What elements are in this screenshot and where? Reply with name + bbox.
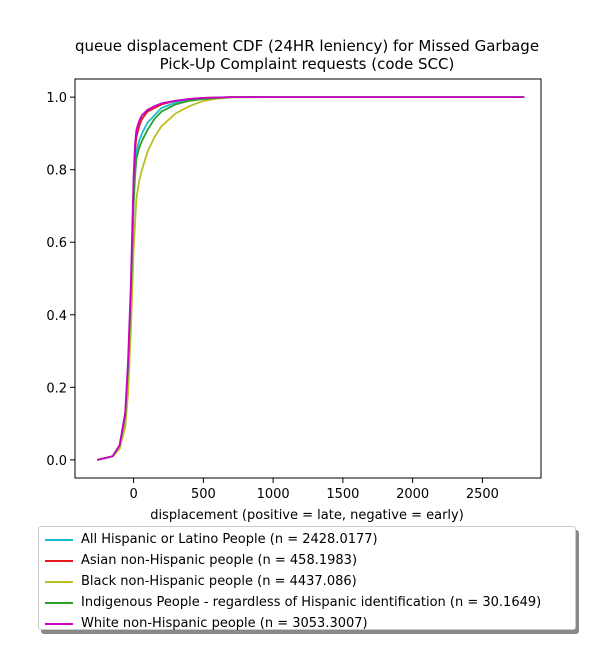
y-tick-label: 0.2 [46,381,67,396]
y-axis: 0.0 0.2 0.4 0.6 0.8 1.0 [46,91,75,469]
x-tick-label: 2500 [466,487,499,502]
legend-swatch [45,580,73,583]
x-tick-label: 1000 [257,487,290,502]
legend-item-3: Black non-Hispanic people (n = 4437.086) [43,571,571,592]
legend: All Hispanic or Latino People (n = 2428.… [38,526,576,631]
x-axis: 0 500 1000 1500 2000 2500 [129,478,499,502]
series-layer [97,96,525,461]
series-line-4 [97,96,525,461]
x-axis-label: displacement (positive = late, negative … [150,508,464,523]
legend-swatch [45,559,73,562]
y-tick-label: 0.0 [46,454,67,469]
series-line-3 [97,96,525,461]
series-line-1 [97,96,525,461]
y-tick-label: 0.8 [46,164,67,179]
legend-label: Asian non-Hispanic people (n = 458.1983) [81,553,358,568]
legend-label: Black non-Hispanic people (n = 4437.086) [81,574,357,589]
chart-title-line-1: queue displacement CDF (24HR leniency) f… [75,37,539,55]
x-tick-label: 2000 [396,487,429,502]
plot-frame [74,78,542,479]
legend-swatch [45,538,73,541]
series-line-5 [97,96,525,461]
legend-item-5: White non-Hispanic people (n = 3053.3007… [43,613,571,634]
x-tick-label: 0 [129,487,137,502]
legend-swatch [45,622,73,625]
series-line-2 [97,96,525,461]
legend-label: Indigenous People - regardless of Hispan… [81,595,542,610]
x-tick-label: 500 [191,487,216,502]
legend-label: White non-Hispanic people (n = 3053.3007… [81,616,368,631]
legend-label: All Hispanic or Latino People (n = 2428.… [81,532,378,547]
y-tick-label: 1.0 [46,91,67,106]
legend-swatch [45,601,73,604]
chart-title-line-2: Pick-Up Complaint requests (code SCC) [160,55,455,73]
y-tick-label: 0.4 [46,309,67,324]
x-tick-label: 1500 [326,487,359,502]
legend-item-4: Indigenous People - regardless of Hispan… [43,592,571,613]
legend-item-1: All Hispanic or Latino People (n = 2428.… [43,529,571,550]
legend-item-2: Asian non-Hispanic people (n = 458.1983) [43,550,571,571]
y-tick-label: 0.6 [46,236,67,251]
